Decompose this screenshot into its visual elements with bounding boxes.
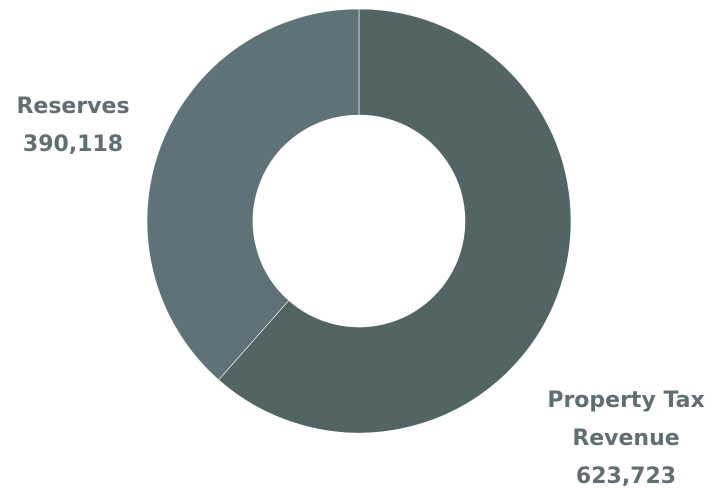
donut-slice-1 — [146, 8, 360, 381]
slice-name-label-0-0: Property Tax — [547, 388, 704, 413]
donut-slice-0 — [218, 8, 572, 434]
slice-value-label-0: 623,723 — [576, 464, 676, 489]
labels-group: Property Tax Revenue 623,723 Reserves 390,11… — [16, 94, 704, 489]
slices-group — [146, 8, 572, 434]
slice-value-label-1: 390,118 — [23, 132, 123, 157]
slice-name-label-0-1: Revenue — [572, 426, 679, 451]
slice-name-label-1-0: Reserves — [16, 94, 129, 119]
